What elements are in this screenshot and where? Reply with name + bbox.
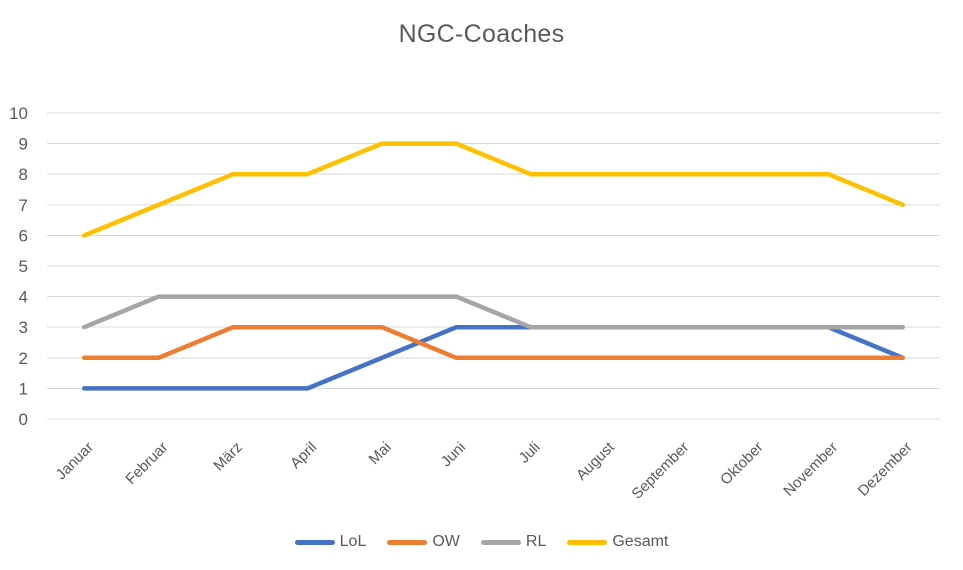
x-axis-label-9: September xyxy=(628,439,692,503)
series-line-ow xyxy=(81,324,906,361)
legend-item-gesamt: Gesamt xyxy=(567,533,668,551)
legend-swatch-gesamt xyxy=(567,539,608,545)
legend-label-lol: LoL xyxy=(339,533,367,550)
y-axis-label-10: 10 xyxy=(9,104,28,123)
x-axis-label-5: Mai xyxy=(366,439,395,468)
legend-swatch-ow xyxy=(387,539,428,545)
legend-item-ow: OW xyxy=(387,533,460,551)
chart-title: NGC-Coaches xyxy=(398,20,565,48)
x-axis-label-1: Januar xyxy=(53,439,97,483)
x-axis-label-3: März xyxy=(210,439,246,475)
chart-plot: 0 1 2 3 4 5 6 7 8 9 10 Januar Februar März April Mai Jun… xyxy=(9,104,940,503)
y-axis-label-7: 7 xyxy=(19,196,28,215)
legend-label-rl: RL xyxy=(525,533,547,550)
series-line-gesamt xyxy=(81,141,906,238)
y-axis-label-4: 4 xyxy=(19,288,28,307)
series-line-rl xyxy=(81,294,906,330)
x-axis-label-10: Oktober xyxy=(717,439,767,489)
y-axis-label-0: 0 xyxy=(19,410,28,429)
x-axis-label-6: Juni xyxy=(438,439,469,470)
x-axis-label-12: Dezember xyxy=(855,439,916,500)
y-axis-label-8: 8 xyxy=(19,165,28,184)
x-axis-label-2: Februar xyxy=(122,439,171,488)
y-axis-label-1: 1 xyxy=(19,379,28,398)
legend-label-ow: OW xyxy=(432,533,460,550)
y-axis-label-3: 3 xyxy=(19,318,28,337)
x-axis-label-8: August xyxy=(573,438,619,484)
x-axis-label-7: Juli xyxy=(516,439,544,467)
legend-swatch-lol xyxy=(294,539,335,545)
y-axis-label-5: 5 xyxy=(19,257,28,276)
x-axis-label-4: April xyxy=(287,439,320,472)
legend-item-rl: RL xyxy=(480,533,547,551)
legend-label-gesamt: Gesamt xyxy=(612,533,669,550)
y-axis-label-9: 9 xyxy=(19,135,28,154)
x-axis-label-11: November xyxy=(780,439,841,500)
chart-legend: LoL OW RL Gesamt xyxy=(0,530,963,554)
legend-swatch-rl xyxy=(480,539,521,545)
y-axis-label-2: 2 xyxy=(19,349,28,368)
legend-item-lol: LoL xyxy=(294,533,367,551)
y-axis-label-6: 6 xyxy=(19,226,28,245)
